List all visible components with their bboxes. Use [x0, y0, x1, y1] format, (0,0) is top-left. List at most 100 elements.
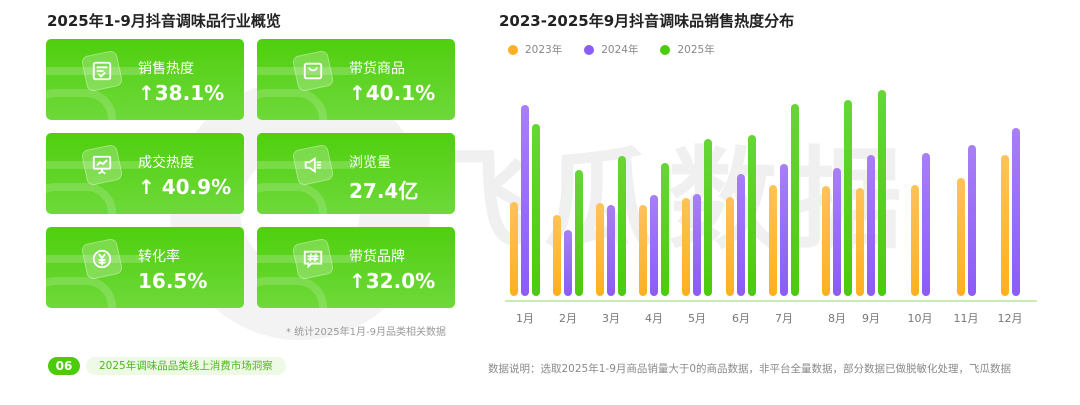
bar — [791, 104, 799, 296]
bar-group — [596, 156, 626, 296]
bar — [618, 156, 626, 296]
bar — [956, 178, 965, 296]
x-tick-label: 12月 — [997, 312, 1023, 325]
kpi-value: ↑ 40.9% — [138, 175, 232, 199]
bar-group — [510, 105, 540, 296]
bar-group — [856, 90, 886, 296]
bar — [521, 105, 529, 296]
legend-label: 2025年 — [677, 44, 715, 56]
x-tick-label: 4月 — [645, 312, 663, 325]
x-tick-label: 8月 — [828, 312, 846, 325]
legend-item-2025: 2025年 — [660, 42, 715, 57]
stats-footnote: * 统计2025年1月-9月品类相关数据 — [286, 327, 446, 338]
x-tick-label: 10月 — [907, 312, 933, 325]
bar-group — [639, 163, 669, 296]
bar — [967, 145, 976, 296]
kpi-value: ↑40.1% — [349, 81, 436, 105]
bar — [878, 90, 886, 296]
x-tick-label: 5月 — [688, 312, 706, 325]
bar — [661, 163, 669, 296]
bar — [856, 188, 864, 296]
bar-group — [769, 104, 799, 296]
x-tick-label: 2月 — [559, 312, 577, 325]
shopping-bag-icon — [291, 49, 335, 93]
bar — [726, 197, 734, 296]
legend-dot-icon — [584, 44, 595, 55]
bar-group — [1000, 128, 1020, 296]
x-tick-label: 7月 — [775, 312, 793, 325]
kpi-cards: 销售热度 ↑38.1% 带货商品 ↑40.1% 成交热度 ↑ 40.9% 浏览量… — [46, 39, 456, 308]
bar — [639, 205, 647, 296]
bar — [769, 185, 777, 296]
bar — [737, 174, 745, 296]
bar — [921, 153, 930, 296]
legend-item-2024: 2024年 — [584, 42, 638, 57]
kpi-label: 销售热度 — [138, 61, 194, 77]
legend-dot-icon — [508, 44, 518, 55]
hashtag-tag-icon — [291, 237, 335, 281]
checklist-icon — [80, 49, 124, 93]
presentation-chart-icon — [80, 143, 124, 187]
x-tick-label: 9月 — [862, 312, 880, 325]
bar — [693, 194, 701, 296]
bar-chart-plot: 1月 2月 3月 4月 5月 6月 7月 8月 9月 10月 11月 12月 — [505, 80, 1037, 325]
kpi-card-selling-brands: 带货品牌 ↑32.0% — [257, 227, 455, 308]
kpi-card-selling-products: 带货商品 ↑40.1% — [257, 39, 455, 120]
x-tick-label: 6月 — [732, 312, 750, 325]
bar — [553, 215, 561, 296]
bar — [844, 100, 852, 296]
bar — [867, 155, 875, 296]
bar-group — [910, 153, 930, 296]
kpi-label: 浏览量 — [349, 155, 391, 171]
megaphone-icon — [291, 143, 335, 187]
x-axis-line — [505, 300, 1037, 302]
kpi-value: ↑32.0% — [349, 269, 436, 293]
kpi-label: 成交热度 — [138, 155, 194, 171]
kpi-label: 带货商品 — [349, 61, 405, 77]
kpi-label: 转化率 — [138, 249, 180, 265]
bar — [564, 230, 572, 296]
legend-dot-icon — [660, 44, 671, 55]
data-note: 数据说明：选取2025年1-9月商品销量大于0的商品数据，非平台全量数据，部分数… — [488, 363, 1012, 375]
kpi-card-conversion-rate: 转化率 16.5% — [46, 227, 244, 308]
bar — [780, 164, 788, 296]
bar-group — [822, 100, 852, 296]
bar — [1000, 155, 1009, 296]
bar — [822, 186, 830, 296]
yuan-coin-icon — [80, 237, 124, 281]
bar-group — [682, 139, 712, 296]
kpi-card-page-views: 浏览量 27.4亿 — [257, 133, 455, 214]
bar — [575, 170, 583, 296]
bar — [704, 139, 712, 296]
bar — [1011, 128, 1020, 296]
kpi-card-sales-heat: 销售热度 ↑38.1% — [46, 39, 244, 120]
kpi-value: ↑38.1% — [138, 81, 225, 105]
bar — [607, 205, 615, 296]
bar — [682, 198, 690, 296]
chart-title: 2023-2025年9月抖音调味品销售热度分布 — [499, 12, 795, 30]
x-tick-label: 11月 — [953, 312, 979, 325]
kpi-label: 带货品牌 — [349, 249, 405, 265]
x-tick-label: 3月 — [602, 312, 620, 325]
bar — [833, 168, 841, 296]
bar-group — [956, 145, 976, 296]
bar — [910, 185, 919, 296]
bar — [510, 202, 518, 296]
x-tick-label: 1月 — [516, 312, 534, 325]
bar-group — [726, 135, 756, 296]
section-title-badge: 2025年调味品品类线上消费市场洞察 — [86, 357, 286, 375]
bar-group — [553, 170, 583, 296]
legend-label: 2024年 — [601, 44, 639, 56]
bar — [650, 195, 658, 296]
kpi-value: 16.5% — [138, 269, 208, 293]
bar — [596, 203, 604, 296]
bar — [532, 124, 540, 296]
chart-legend: 2023年 2024年 2025年 — [508, 42, 715, 57]
overview-title: 2025年1-9月抖音调味品行业概览 — [47, 12, 281, 30]
kpi-card-transaction-heat: 成交热度 ↑ 40.9% — [46, 133, 244, 214]
page-number-badge: 06 — [48, 357, 80, 375]
legend-label: 2023年 — [525, 44, 563, 56]
kpi-value: 27.4亿 — [349, 179, 419, 203]
bar — [748, 135, 756, 296]
legend-item-2023: 2023年 — [508, 42, 562, 57]
